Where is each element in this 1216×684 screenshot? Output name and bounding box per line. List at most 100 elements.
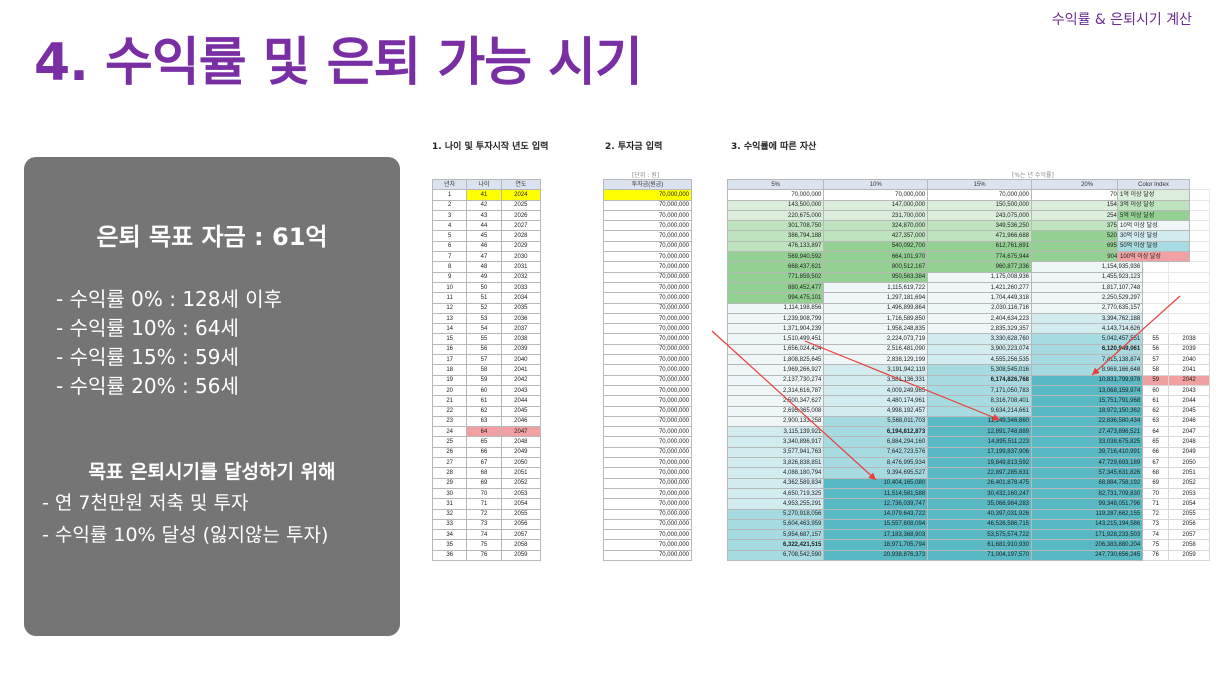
table-cell: 427,357,000 xyxy=(823,230,929,242)
table-cell: 71 xyxy=(1142,498,1170,510)
table-cell: 19 xyxy=(431,374,468,386)
table-row: 3,340,896,917 6,884,294,160 14,895,511,223… xyxy=(726,436,1210,448)
table-cell: 2,404,634,223 xyxy=(927,312,1032,325)
table-cell: 5,042,457,551 xyxy=(1030,333,1144,345)
table-cell: 70,000,000 xyxy=(603,230,692,242)
table-cell: 2031 xyxy=(500,261,542,273)
table-cell: 2052 xyxy=(1168,477,1210,489)
table-cell: 2058 xyxy=(1168,539,1210,551)
table-row: 70,000,000 xyxy=(603,271,692,283)
table-row: 70,000,000 xyxy=(603,549,692,561)
table-cell: 70,000,000 xyxy=(603,240,692,253)
table-row: 10 50 2033 xyxy=(431,281,542,294)
table-cell: 3,115,139,921 xyxy=(726,426,825,438)
invest-header: 투자금(원금) xyxy=(603,178,692,191)
table-cell: 12,891,748,889 xyxy=(927,426,1032,438)
table-row: 1,510,499,451 2,224,073,719 3,330,628,760 5… xyxy=(726,333,1210,345)
table-cell: 7,642,723,576 xyxy=(823,446,929,459)
table-cell: 2034 xyxy=(500,292,542,304)
table-cell: 57 xyxy=(466,354,502,366)
section-heading-age: 1. 나이 및 투자시작 년도 입력 xyxy=(432,142,549,152)
table-cell: 2049 xyxy=(1168,446,1210,459)
table-row: 50억 이상 달성 xyxy=(1117,240,1190,253)
table-cell: 2 xyxy=(431,199,468,211)
table-cell: 2043 xyxy=(500,384,542,397)
table-cell: 2,137,730,274 xyxy=(726,374,825,386)
table-row: 6 46 2029 xyxy=(431,240,542,253)
table-cell: 119,287,662,155 xyxy=(1030,508,1144,520)
table-row: 7 47 2030 xyxy=(431,251,542,263)
table-cell: 1,817,107,748 xyxy=(1030,281,1144,294)
table-cell: 2032 xyxy=(500,271,542,283)
table-cell: 70,000,000 xyxy=(603,343,692,356)
table-cell: 4,953,255,291 xyxy=(726,498,825,510)
table-cell: 99,348,051,796 xyxy=(1030,498,1144,510)
invest-table: 투자금(원금) 70,000,000 70,000,000 70,000,000 70,… xyxy=(603,178,692,561)
table-cell: 70,000,000 xyxy=(603,518,692,531)
table-cell: 7 xyxy=(431,251,468,263)
column-header: 나이 xyxy=(466,178,502,191)
color-index-item: 5억 이상 달성 xyxy=(1117,209,1190,222)
table-cell: 2041 xyxy=(500,364,542,376)
table-row: 70,000,000 xyxy=(603,343,692,356)
table-cell: 12 xyxy=(431,302,468,314)
table-cell: 70 xyxy=(1142,487,1170,500)
table-cell: 59 xyxy=(1142,374,1170,386)
table-cell: 33 xyxy=(431,518,468,531)
table-cell: 70,000,000 xyxy=(603,261,692,273)
table-cell: 668,437,621 xyxy=(726,261,825,273)
table-cell: 41 xyxy=(466,189,502,201)
table-row: 70,000,000 xyxy=(603,508,692,520)
table-row: 70,000,000 xyxy=(603,230,692,242)
table-cell: 2049 xyxy=(500,446,542,459)
table-cell: 2038 xyxy=(1168,333,1210,345)
table-row: 100억 이상 달성 xyxy=(1117,251,1190,263)
table-cell: 64 xyxy=(1142,426,1170,438)
table-row: 70,000,000 xyxy=(603,374,692,386)
table-cell: 301,708,750 xyxy=(726,220,825,232)
table-row: 70,000,000 xyxy=(603,446,692,459)
table-cell: 2,500,347,627 xyxy=(726,395,825,407)
table-cell: 5,604,463,959 xyxy=(726,518,825,531)
table-row: 2,695,365,008 4,998,192,457 9,634,214,661 1… xyxy=(726,405,1210,417)
table-cell: 349,536,250 xyxy=(927,220,1032,232)
table-cell: 143,500,000 xyxy=(726,199,825,211)
table-cell: 56 xyxy=(466,343,502,356)
corner-label: 수익률 & 은퇴시기 계산 xyxy=(1051,12,1192,28)
table-cell: 2059 xyxy=(500,549,542,561)
table-cell: 52 xyxy=(466,302,502,314)
column-header: 15% xyxy=(927,178,1032,191)
table-row: 1,969,266,927 3,191,942,119 5,308,545,016 8… xyxy=(726,364,1210,376)
table-cell: 2041 xyxy=(1168,364,1210,376)
table-row: 29 69 2052 xyxy=(431,477,542,489)
table-row: 70,000,000 xyxy=(603,467,692,479)
table-cell: 70,000,000 xyxy=(603,374,692,386)
table-cell: 2046 xyxy=(500,415,542,428)
table-cell: 56 xyxy=(1142,343,1170,356)
table-row: 6,322,421,515 18,971,705,794 61,681,910,93… xyxy=(726,539,1210,551)
table-cell: 13 xyxy=(431,312,468,325)
table-cell: 147,000,000 xyxy=(823,199,929,211)
page-title: 4. 수익률 및 은퇴 가능 시기 xyxy=(34,33,643,93)
table-cell: 9,634,214,661 xyxy=(927,405,1032,417)
table-cell: 62 xyxy=(1142,405,1170,417)
table-cell: 2054 xyxy=(500,498,542,510)
table-cell: 6,322,421,515 xyxy=(726,539,825,551)
table-cell: 53,575,574,722 xyxy=(927,529,1032,541)
table-cell: 22 xyxy=(431,405,468,417)
table-cell: 1,175,008,936 xyxy=(927,271,1032,283)
table-cell: 774,675,944 xyxy=(927,251,1032,263)
table-cell: 70,000,000 xyxy=(603,209,692,222)
table-row: 70,000,000 xyxy=(603,395,692,407)
table-cell: 17,183,368,903 xyxy=(823,529,929,541)
table-cell: 70,000,000 xyxy=(603,529,692,541)
table-row: 5,270,918,056 14,079,643,722 40,397,031,92… xyxy=(726,508,1210,520)
table-cell: 70,000,000 xyxy=(603,333,692,345)
table-cell: 70,000,000 xyxy=(603,539,692,551)
table-row: 70,000,000 xyxy=(603,261,692,273)
table-cell: 65 xyxy=(1142,436,1170,448)
table-cell: 4,555,256,535 xyxy=(927,354,1032,366)
table-row: 70,000,000 xyxy=(603,333,692,345)
table-cell: 70,000,000 xyxy=(603,292,692,304)
table-cell: 70,000,000 xyxy=(603,354,692,366)
